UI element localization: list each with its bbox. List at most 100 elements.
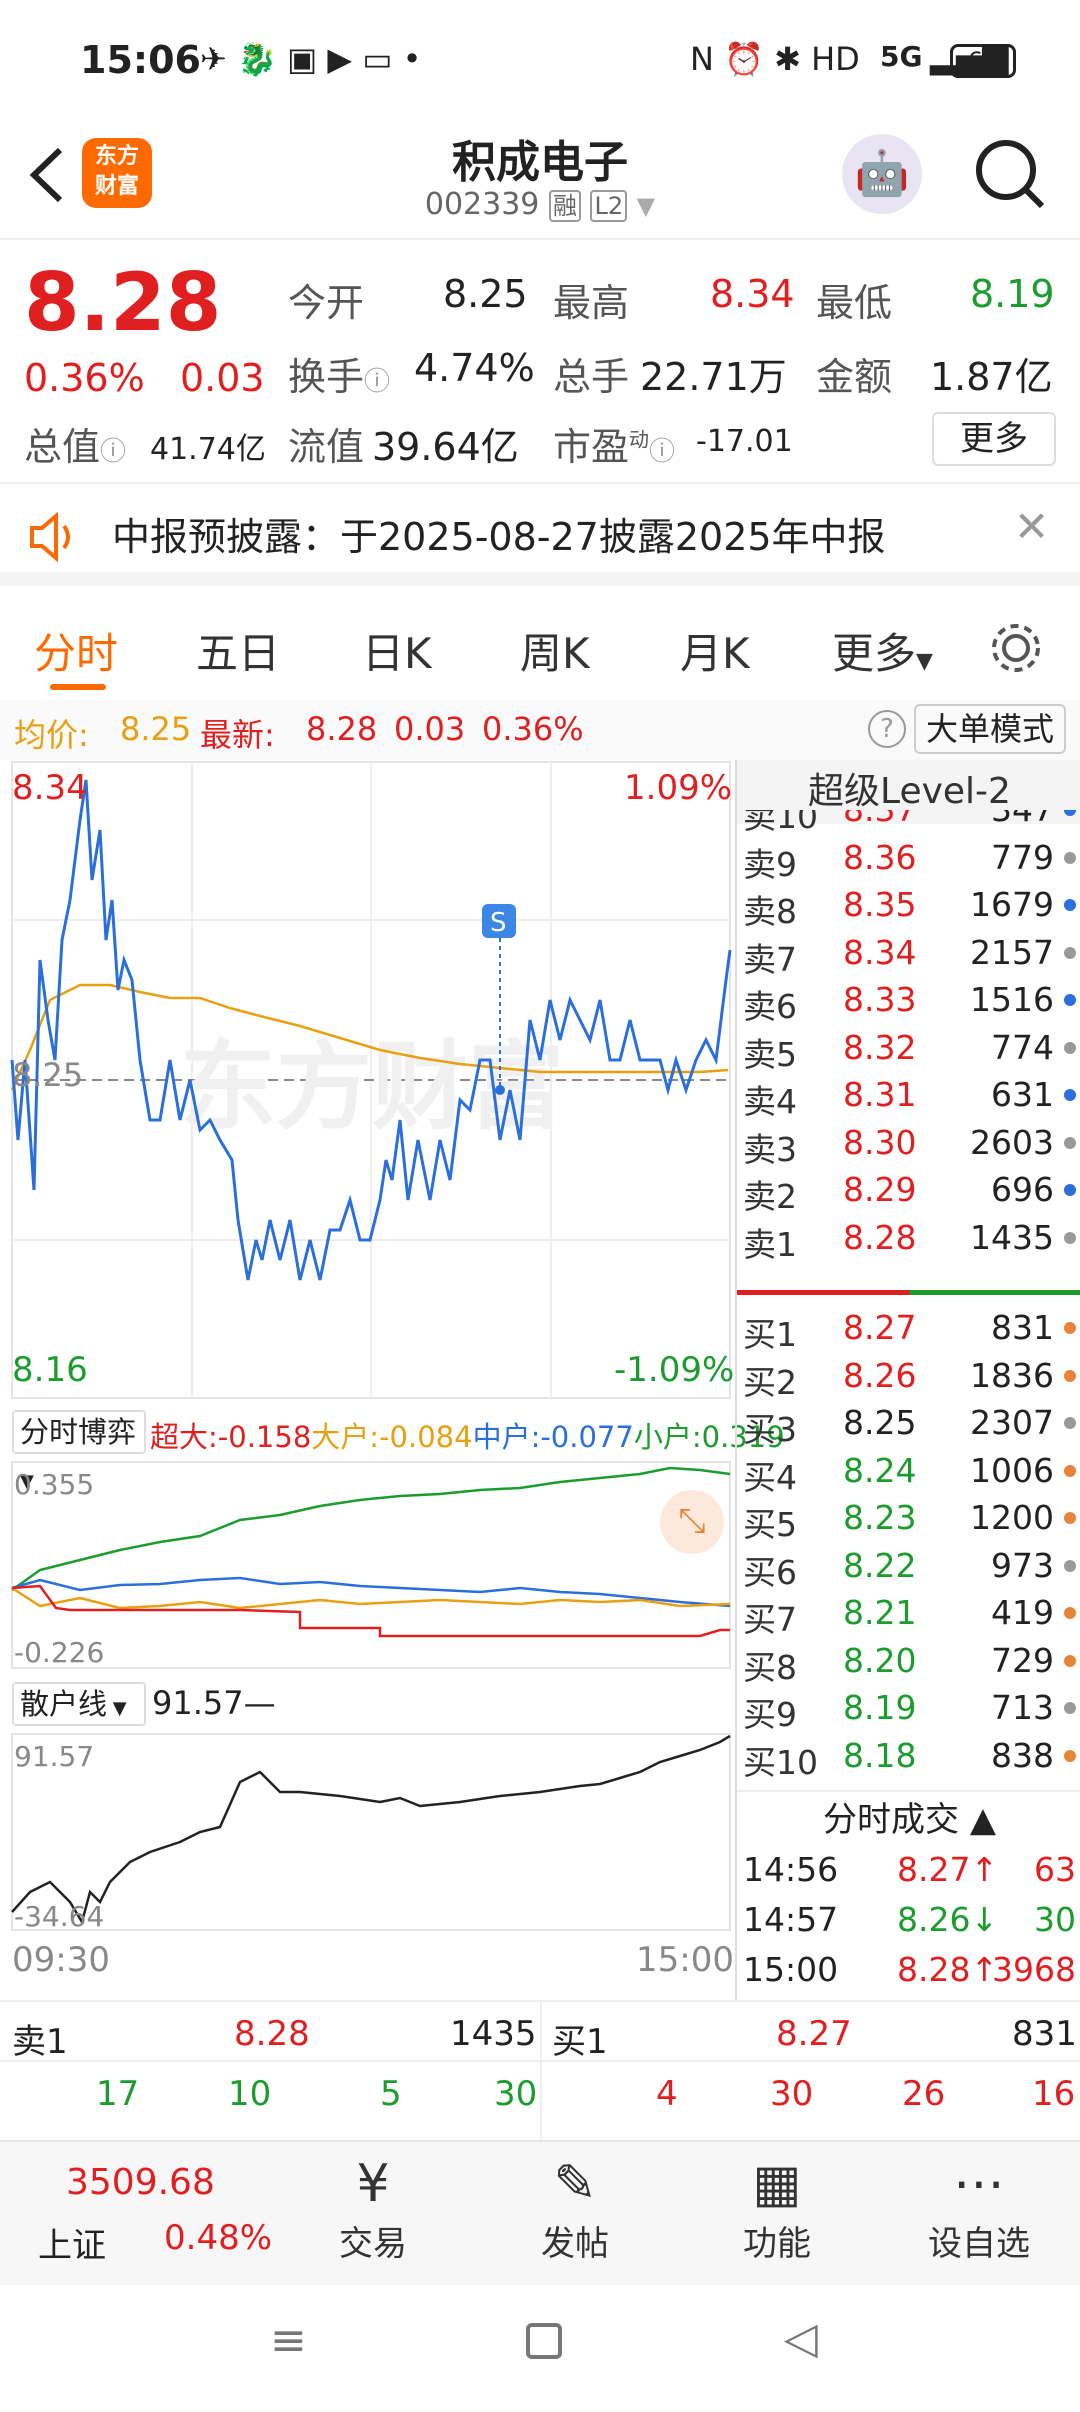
turnover-value: 4.74% — [414, 346, 535, 390]
level-volume: 631 — [991, 1075, 1054, 1114]
index-ticker[interactable]: 3509.68 上证 0.48% — [30, 2156, 290, 2276]
level-price: 8.30 — [843, 1122, 917, 1162]
stock-code: 002339 — [424, 187, 540, 222]
tab-5day[interactable]: 五日 — [196, 629, 281, 678]
sell-level-row[interactable]: 卖9 8.36 779 — [737, 838, 1080, 884]
retail-bottom-value: -34.64 — [14, 1900, 105, 1933]
retail-indicator-select[interactable]: 散户线 ▼ — [12, 1682, 146, 1726]
menu-icon[interactable]: ≡ — [270, 2315, 307, 2366]
float-label: 流值 — [288, 425, 365, 469]
buy-level-row[interactable]: 买2 8.26 1836 — [737, 1356, 1080, 1402]
chart-info-bar: 均价: 8.25 最新: 8.28 0.03 0.36% ? 大单模式 — [0, 700, 1080, 760]
low-label: 最低 — [816, 281, 893, 325]
level-label: 卖6 — [743, 987, 797, 1026]
buy1-label: 买1 — [552, 2022, 608, 2062]
sell-level-row[interactable]: 卖6 8.33 1516 — [737, 980, 1080, 1026]
buy-level-row[interactable]: 买4 8.24 1006 — [737, 1451, 1080, 1497]
level-price: 8.26 — [843, 1355, 917, 1395]
settings-gear-icon[interactable] — [986, 618, 1046, 678]
brand-logo: 东方 财富 — [82, 138, 152, 208]
buy-levels: 买1 8.27 831 买2 8.26 1836 买3 8.25 2307 买4 8.24 1006 买… — [737, 1308, 1080, 1790]
buy-level-row[interactable]: 买7 8.21 419 — [737, 1593, 1080, 1639]
game-indicator-select[interactable]: 分时博弈 ▼ — [12, 1410, 146, 1492]
trades-title[interactable]: 分时成交 ▲ — [737, 1790, 1080, 1846]
level-label: 买5 — [743, 1505, 797, 1544]
buy-queue-4: 16 — [1032, 2074, 1076, 2114]
trade-row: 15:00 8.28↑ 3968 — [737, 1950, 1080, 1996]
level-price: 8.33 — [843, 980, 917, 1019]
tab-intraday[interactable]: 分时 — [34, 629, 119, 678]
buy-level-row[interactable]: 买8 8.20 729 — [737, 1641, 1080, 1687]
level-label: 买4 — [743, 1457, 797, 1497]
nav-add-watchlist[interactable]: ⋯ 设自选 — [914, 2152, 1044, 2265]
volume-label: 总手 — [553, 355, 630, 399]
level-label: 卖10 — [743, 810, 818, 836]
big-order-mode-button[interactable]: 大单模式 — [914, 704, 1066, 754]
sell-queue-2: 10 — [228, 2074, 272, 2114]
system-icons: N ⏰ ✱ HD — [690, 40, 860, 78]
sell-level-row[interactable]: 卖7 8.34 2157 — [737, 933, 1080, 979]
chevron-down-icon[interactable]: ▼ — [636, 192, 656, 220]
level-dot-icon — [1064, 1559, 1076, 1572]
level-dot-icon — [1064, 946, 1076, 959]
sell1-label: 卖1 — [12, 2022, 68, 2062]
buy-level-row[interactable]: 买10 8.18 838 — [737, 1736, 1080, 1782]
expand-icon[interactable]: ⤡ — [660, 1490, 724, 1554]
nav-trade[interactable]: ¥ 交易 — [308, 2152, 438, 2265]
more-button[interactable]: 更多 — [932, 412, 1056, 466]
level2-title: 超级Level-2 — [737, 760, 1080, 824]
buy-level-row[interactable]: 买5 8.23 1200 — [737, 1498, 1080, 1544]
tab-monthly-k[interactable]: 月K — [680, 629, 750, 678]
sell-queue-3: 5 — [380, 2074, 402, 2114]
nav-function[interactable]: ▦ 功能 — [712, 2152, 842, 2265]
level-dot-icon — [1064, 810, 1076, 816]
level-volume: 1836 — [970, 1355, 1054, 1395]
notification-icons: ✈ 🐉 ▣ ▶ ▭ • — [200, 40, 422, 78]
level-price: 8.22 — [843, 1545, 917, 1585]
tab-weekly-k[interactable]: 周K — [520, 629, 590, 678]
buy-level-row[interactable]: 买9 8.19 713 — [737, 1688, 1080, 1734]
sell-level-row[interactable]: 卖10 8.37 347 — [737, 810, 1080, 836]
search-icon[interactable] — [970, 134, 1050, 214]
price-chart[interactable]: 东方财富 S — [0, 760, 735, 1400]
l2-tag: L2 — [590, 190, 628, 222]
back-nav-icon[interactable]: ◁ — [784, 2313, 818, 2364]
sell-level-row[interactable]: 卖1 8.28 1435 — [737, 1218, 1080, 1264]
buy-level-row[interactable]: 买6 8.22 973 — [737, 1546, 1080, 1592]
bottom-nav: 3509.68 上证 0.48% ¥ 交易 ✎ 发帖 ▦ 功能 ⋯ 设自选 — [0, 2140, 1080, 2285]
game-chart[interactable] — [0, 1460, 735, 1670]
level-dot-icon — [1064, 1041, 1076, 1054]
help-icon[interactable]: ? — [868, 710, 906, 748]
buy-level-row[interactable]: 买1 8.27 831 — [737, 1308, 1080, 1354]
robot-assistant-icon[interactable]: 🤖 — [842, 134, 922, 214]
stock-name: 积成电子 — [452, 137, 628, 188]
high-value: 8.34 — [710, 272, 795, 316]
sell-level-row[interactable]: 卖4 8.31 631 — [737, 1075, 1080, 1121]
nav-post[interactable]: ✎ 发帖 — [510, 2152, 640, 2265]
retail-chart[interactable] — [0, 1732, 735, 1932]
turnover-label: 换手ⓘ — [288, 355, 391, 399]
level-price: 8.23 — [843, 1498, 917, 1537]
app-header: 东方 财富 积成电子 002339 融 L2 ▼ 🤖 — [0, 120, 1080, 240]
retail-top-value: 91.57 — [14, 1740, 95, 1773]
notice-bar[interactable]: 中报预披露：于2025-08-27披露2025年中报 ✕ — [0, 486, 1080, 586]
home-icon[interactable] — [526, 2323, 562, 2359]
battery-icon: 61 — [950, 44, 1016, 78]
index-pct: 0.48% — [164, 2218, 273, 2258]
intraday-chart-area[interactable]: 东方财富 S 8.34 1.09% 8.25 8.16 -1.09% 分时博弈 … — [0, 760, 785, 2000]
sell-level-row[interactable]: 卖8 8.35 1679 — [737, 885, 1080, 931]
trade-price: 8.28↑ — [897, 1950, 999, 1989]
buy-level-row[interactable]: 买3 8.25 2307 — [737, 1403, 1080, 1449]
level-dot-icon — [1064, 994, 1076, 1006]
sell-level-row[interactable]: 卖3 8.30 2603 — [737, 1123, 1080, 1169]
sell-level-row[interactable]: 卖2 8.29 696 — [737, 1170, 1080, 1216]
grid-icon: ▦ — [752, 2154, 802, 2214]
mktcap-label: 总值ⓘ — [24, 425, 127, 469]
back-icon[interactable] — [20, 140, 70, 210]
tab-daily-k[interactable]: 日K — [362, 629, 432, 678]
close-icon[interactable]: ✕ — [1014, 502, 1050, 551]
index-value: 3509.68 — [66, 2162, 215, 2203]
tab-more[interactable]: 更多▼ — [832, 629, 933, 678]
sell-level-row[interactable]: 卖5 8.32 774 — [737, 1028, 1080, 1074]
avg-price-line — [10, 983, 729, 1091]
